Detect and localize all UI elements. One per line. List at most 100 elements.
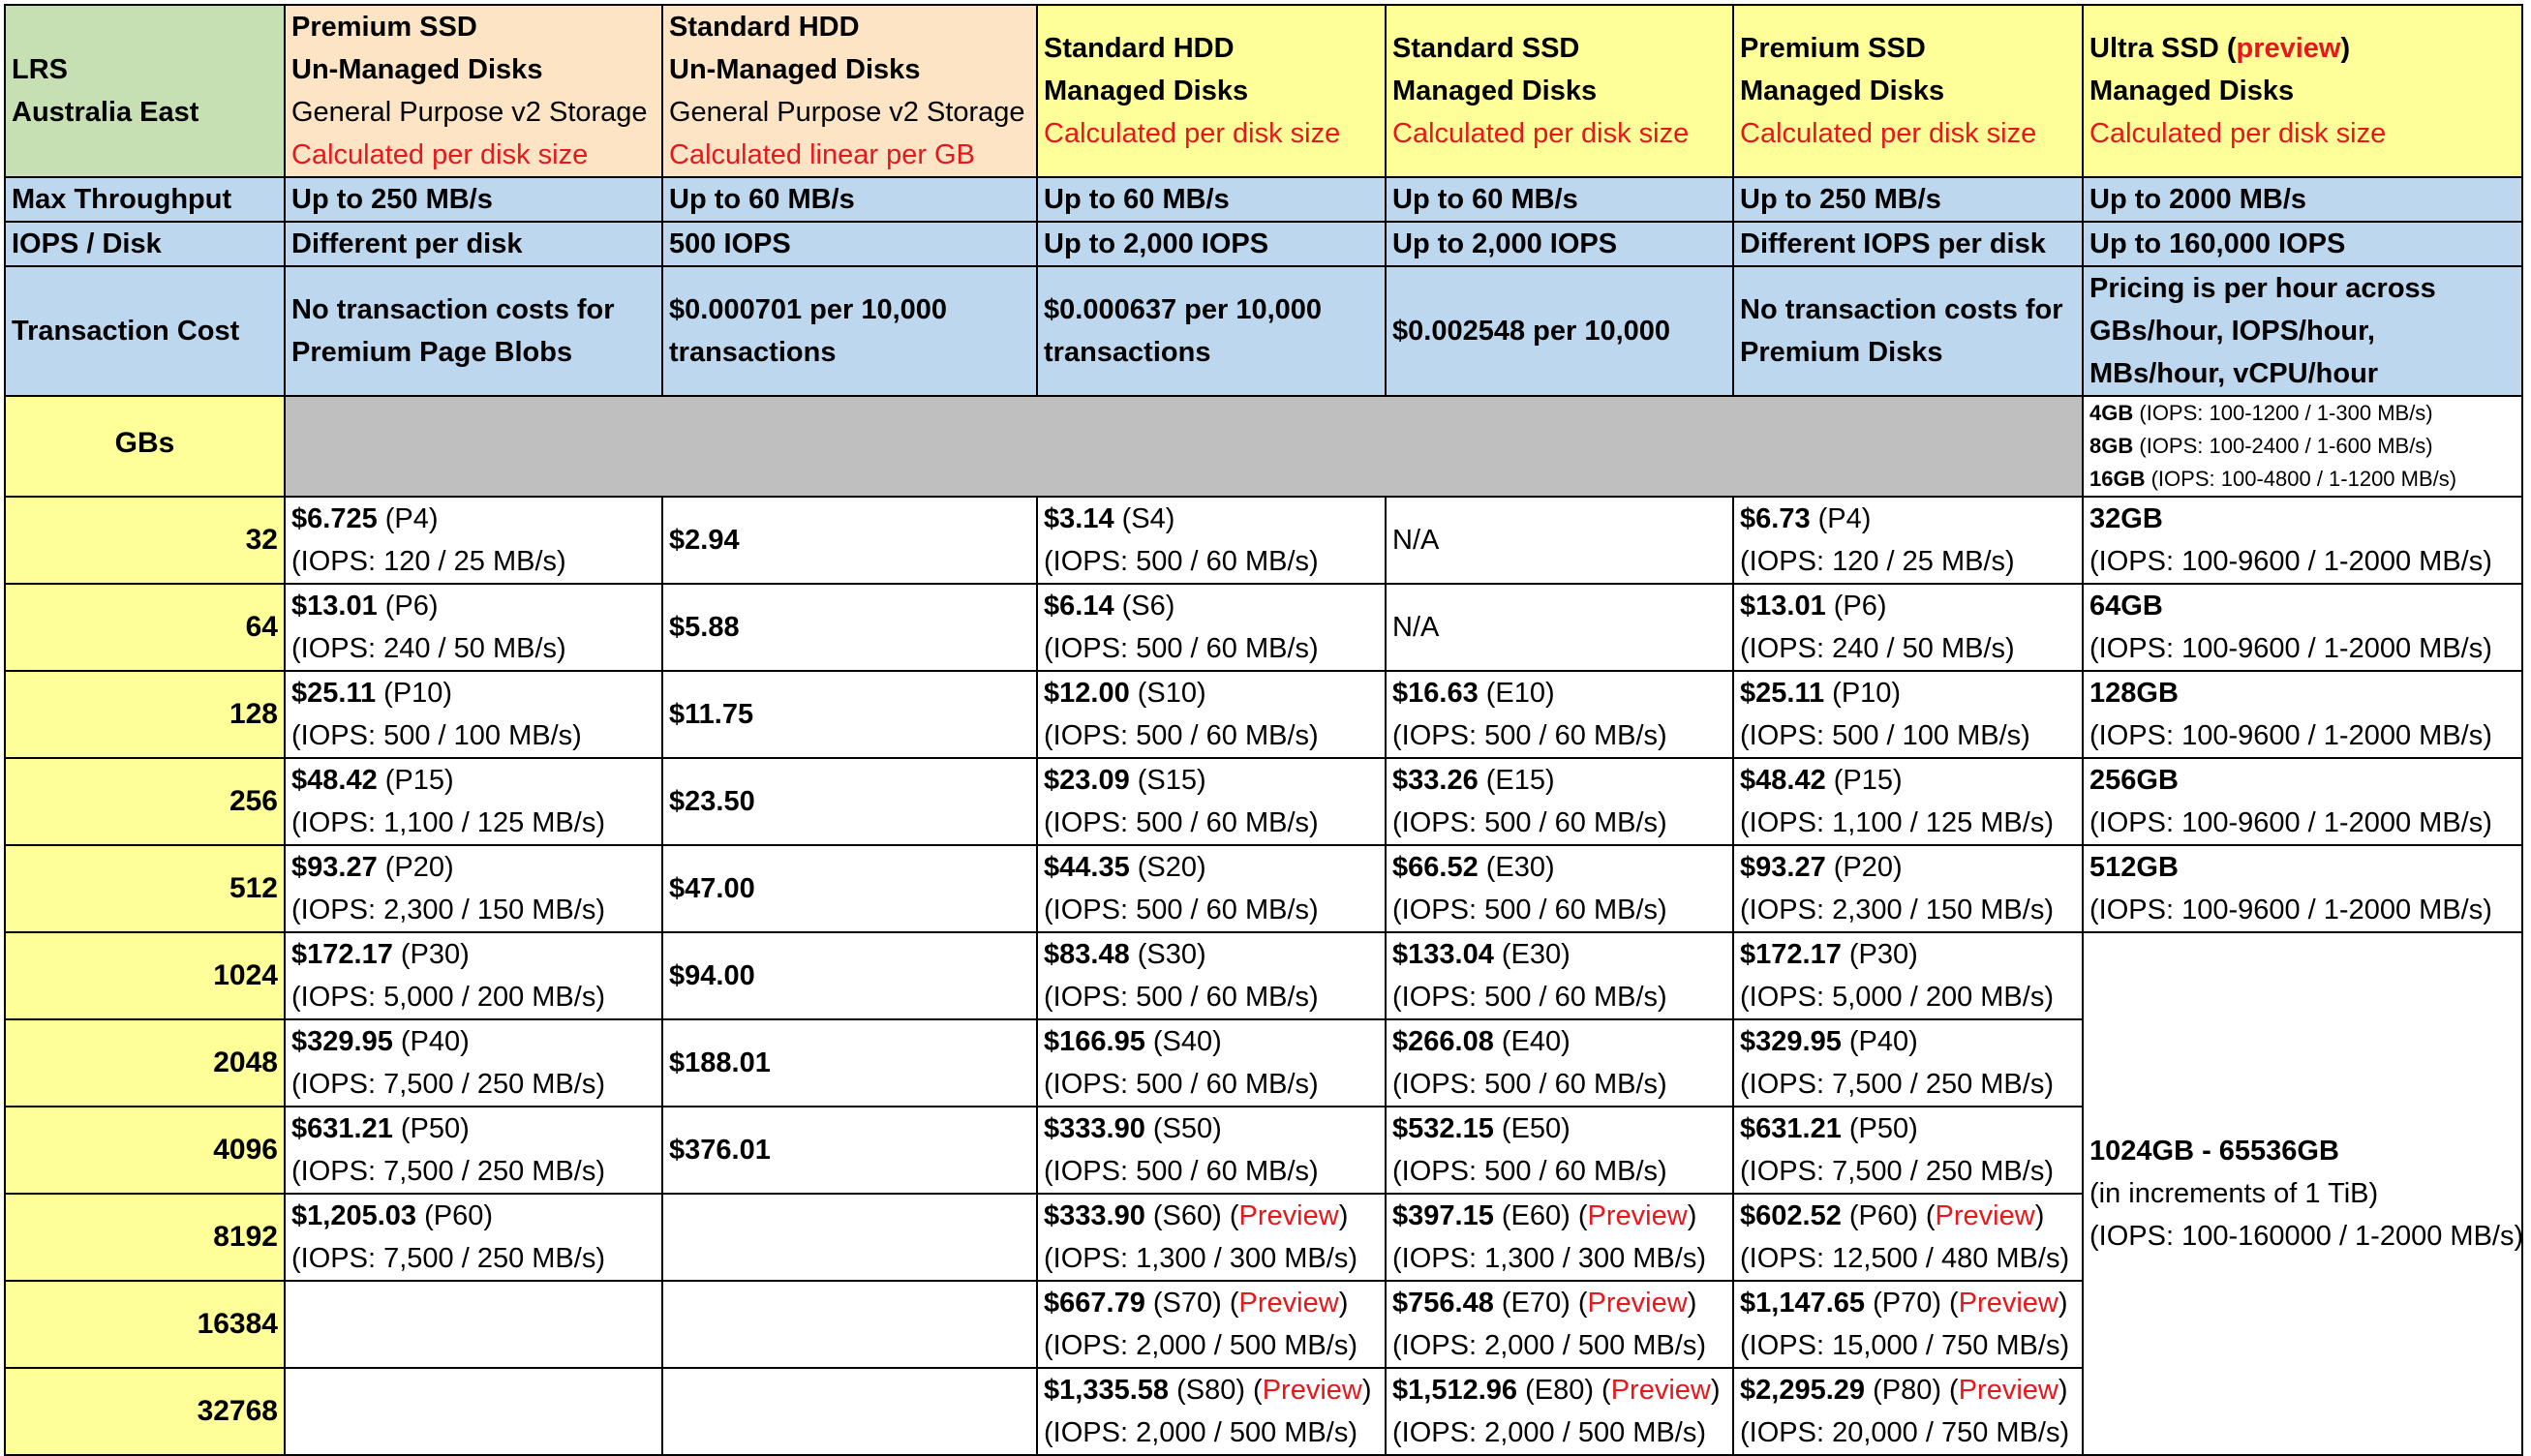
prem-price-cell: $13.01 (P6) (IOPS: 240 / 50 MB/s): [1732, 583, 2084, 672]
price-value: $631.21: [1740, 1113, 1842, 1144]
throughput-cell: Up to 60 MB/s: [661, 176, 1038, 223]
tier-code: (P60): [1848, 1200, 1918, 1231]
prem-price-cell: $172.17 (P30) (IOPS: 5,000 / 200 MB/s): [1732, 931, 2084, 1020]
size-row: 256 $48.42 (P15) (IOPS: 1,100 / 125 MB/s) $…: [4, 757, 2523, 846]
gbs-label: GBs: [4, 395, 286, 498]
ultra-size: 512GB: [2089, 852, 2179, 883]
iops-line: (IOPS: 500 / 60 MB/s): [1044, 982, 1319, 1013]
size-row: 32 $6.725 (P4) (IOPS: 120 / 25 MB/s) $2.94 $…: [4, 496, 2523, 585]
price-value: $756.48: [1392, 1288, 1494, 1319]
col-title: Ultra SSD (preview): [2089, 33, 2351, 64]
ultra-size: 128GB: [2089, 678, 2179, 709]
preview-tag: Preview: [1262, 1375, 1362, 1406]
price-value: $1,335.58: [1044, 1375, 1170, 1406]
price-line: $12.00 (S10): [1044, 673, 1379, 714]
tier-code: (E50): [1501, 1113, 1570, 1144]
transaction-line: Premium Disks: [1740, 337, 1943, 368]
p_um-price-cell: $48.42 (P15) (IOPS: 1,100 / 125 MB/s): [284, 757, 663, 846]
col-header-premium-ssd-unmanaged: Premium SSD Un-Managed Disks General Pur…: [284, 4, 663, 178]
pricing-sheet: LRS Australia East Premium SSD Un-Manage…: [4, 4, 2523, 1456]
col-title: Premium SSD: [1740, 33, 1926, 64]
tier-code: (P15): [384, 765, 454, 796]
tier-code: (P40): [1848, 1026, 1918, 1057]
tier-code: (P6): [1833, 591, 1887, 622]
prem-price-cell: $602.52 (P60) (Preview) (IOPS: 12,500 / 4…: [1732, 1193, 2084, 1282]
iops-line: (IOPS: 2,000 / 500 MB/s): [1392, 1417, 1706, 1448]
transaction-line: MBs/hour, vCPU/hour: [2089, 358, 2379, 389]
price-value: $16.63: [1392, 678, 1479, 709]
price-value: $1,205.03: [291, 1200, 417, 1231]
price-line: $172.17 (P30): [1740, 934, 2076, 976]
price-value: $13.01: [291, 591, 378, 622]
price-value: $6.73: [1740, 503, 1811, 534]
hdd-price-cell: $3.14 (S4) (IOPS: 500 / 60 MB/s): [1036, 496, 1387, 585]
tier-code: (E30): [1501, 939, 1570, 970]
transaction-cell: $0.000701 per 10,000 transactions: [661, 265, 1038, 397]
col-title: Standard SSD: [1392, 33, 1580, 64]
iops-line: (IOPS: 500 / 60 MB/s): [1044, 1069, 1319, 1100]
tier-code: (E80): [1525, 1375, 1594, 1406]
ultra-small-sizes: 4GB (IOPS: 100-1200 / 1-300 MB/s) 8GB (I…: [2082, 395, 2523, 498]
price-value: $1,147.65: [1740, 1288, 1866, 1319]
price-line: $48.42 (P15): [1740, 760, 2076, 802]
ultra-iops: (IOPS: 100-9600 / 1-2000 MB/s): [2089, 546, 2492, 577]
price-line: $333.90 (S50): [1044, 1108, 1379, 1150]
ultra-large-iops: (IOPS: 100-160000 / 1-2000 MB/s): [2089, 1221, 2522, 1252]
prem-price-cell: $93.27 (P20) (IOPS: 2,300 / 150 MB/s): [1732, 844, 2084, 933]
ssd-na-cell: N/A: [1385, 496, 1734, 585]
ultra-size-cell: 512GB (IOPS: 100-9600 / 1-2000 MB/s): [2082, 844, 2523, 933]
price-line: $25.11 (P10): [291, 673, 656, 714]
throughput-cell: Up to 60 MB/s: [1385, 176, 1734, 223]
price-line: $25.11 (P10): [1740, 673, 2076, 714]
transaction-line: Pricing is per hour across: [2089, 273, 2436, 304]
iops-line: (IOPS: 500 / 60 MB/s): [1392, 807, 1667, 838]
row-label: Transaction Cost: [4, 265, 286, 397]
ssd-price-cell: $266.08 (E40) (IOPS: 500 / 60 MB/s): [1385, 1018, 1734, 1107]
p_um-price-cell: $6.725 (P4) (IOPS: 120 / 25 MB/s): [284, 496, 663, 585]
iops-line: (IOPS: 500 / 60 MB/s): [1392, 982, 1667, 1013]
price-value: $2,295.29: [1740, 1375, 1866, 1406]
size-row: 2048 $329.95 (P40) (IOPS: 7,500 / 250 MB/s…: [4, 1018, 2522, 1107]
gb-size: 2048: [4, 1018, 286, 1107]
col-header-standard-ssd-managed: Standard SSD Managed Disks Calculated pe…: [1385, 4, 1734, 178]
price-value: $6.725: [291, 503, 378, 534]
col-header-ultra-ssd-managed: Ultra SSD (preview) Managed Disks Calcul…: [2082, 4, 2523, 178]
prem-price-cell: $1,147.65 (P70) (Preview) (IOPS: 15,000 /…: [1732, 1280, 2084, 1369]
iops-line: (IOPS: 240 / 50 MB/s): [291, 633, 566, 664]
transaction-line: No transaction costs for: [1740, 294, 2063, 325]
header-row: LRS Australia East Premium SSD Un-Manage…: [4, 4, 2523, 178]
ultra-large-note: (in increments of 1 TiB): [2089, 1178, 2379, 1209]
price-value: $172.17: [291, 939, 393, 970]
p_um-price-cell: $631.21 (P50) (IOPS: 7,500 / 250 MB/s): [284, 1106, 663, 1195]
iops-line: (IOPS: 500 / 60 MB/s): [1044, 807, 1319, 838]
iops-line: (IOPS: 7,500 / 250 MB/s): [291, 1156, 605, 1187]
price-line: $6.14 (S6): [1044, 586, 1379, 627]
preview-tag: Preview: [1958, 1375, 2058, 1406]
iops-cell: Different per disk: [284, 221, 663, 267]
prem-price-cell: $329.95 (P40) (IOPS: 7,500 / 250 MB/s): [1732, 1018, 2084, 1107]
price-value: $48.42: [1740, 765, 1826, 796]
throughput-cell: Up to 250 MB/s: [284, 176, 663, 223]
tier-code: (S10): [1137, 678, 1206, 709]
s_um-price-cell: $5.88: [661, 583, 1038, 672]
price-line: $756.48 (E70) (Preview): [1392, 1288, 1697, 1319]
iops-cell: Up to 2,000 IOPS: [1036, 221, 1387, 267]
iops-line: (IOPS: 2,000 / 500 MB/s): [1044, 1330, 1357, 1361]
col-subtitle: Managed Disks: [2089, 76, 2295, 106]
price-line: $172.17 (P30): [291, 934, 656, 976]
hdd-price-cell: $333.90 (S60) (Preview) (IOPS: 1,300 / 30…: [1036, 1193, 1387, 1282]
price-line: $631.21 (P50): [291, 1108, 656, 1150]
ultra-small-item: 16GB (IOPS: 100-4800 / 1-1200 MB/s): [2089, 467, 2457, 491]
ultra-size: 256GB: [2089, 765, 2179, 796]
hdd-price-cell: $12.00 (S10) (IOPS: 500 / 60 MB/s): [1036, 670, 1387, 759]
price-value: $3.14: [1044, 503, 1114, 534]
ssd-na-cell: N/A: [1385, 583, 1734, 672]
iops-cell: Up to 160,000 IOPS: [2082, 221, 2523, 267]
tier-code: (P80): [1873, 1375, 1941, 1406]
gb-size: 8192: [4, 1193, 286, 1282]
price-value: $329.95: [291, 1026, 393, 1057]
tier-code: (P50): [400, 1113, 470, 1144]
s_um-price-cell: $11.75: [661, 670, 1038, 759]
tier-code: (S40): [1152, 1026, 1222, 1057]
ultra-iops: (IOPS: 100-9600 / 1-2000 MB/s): [2089, 633, 2492, 664]
